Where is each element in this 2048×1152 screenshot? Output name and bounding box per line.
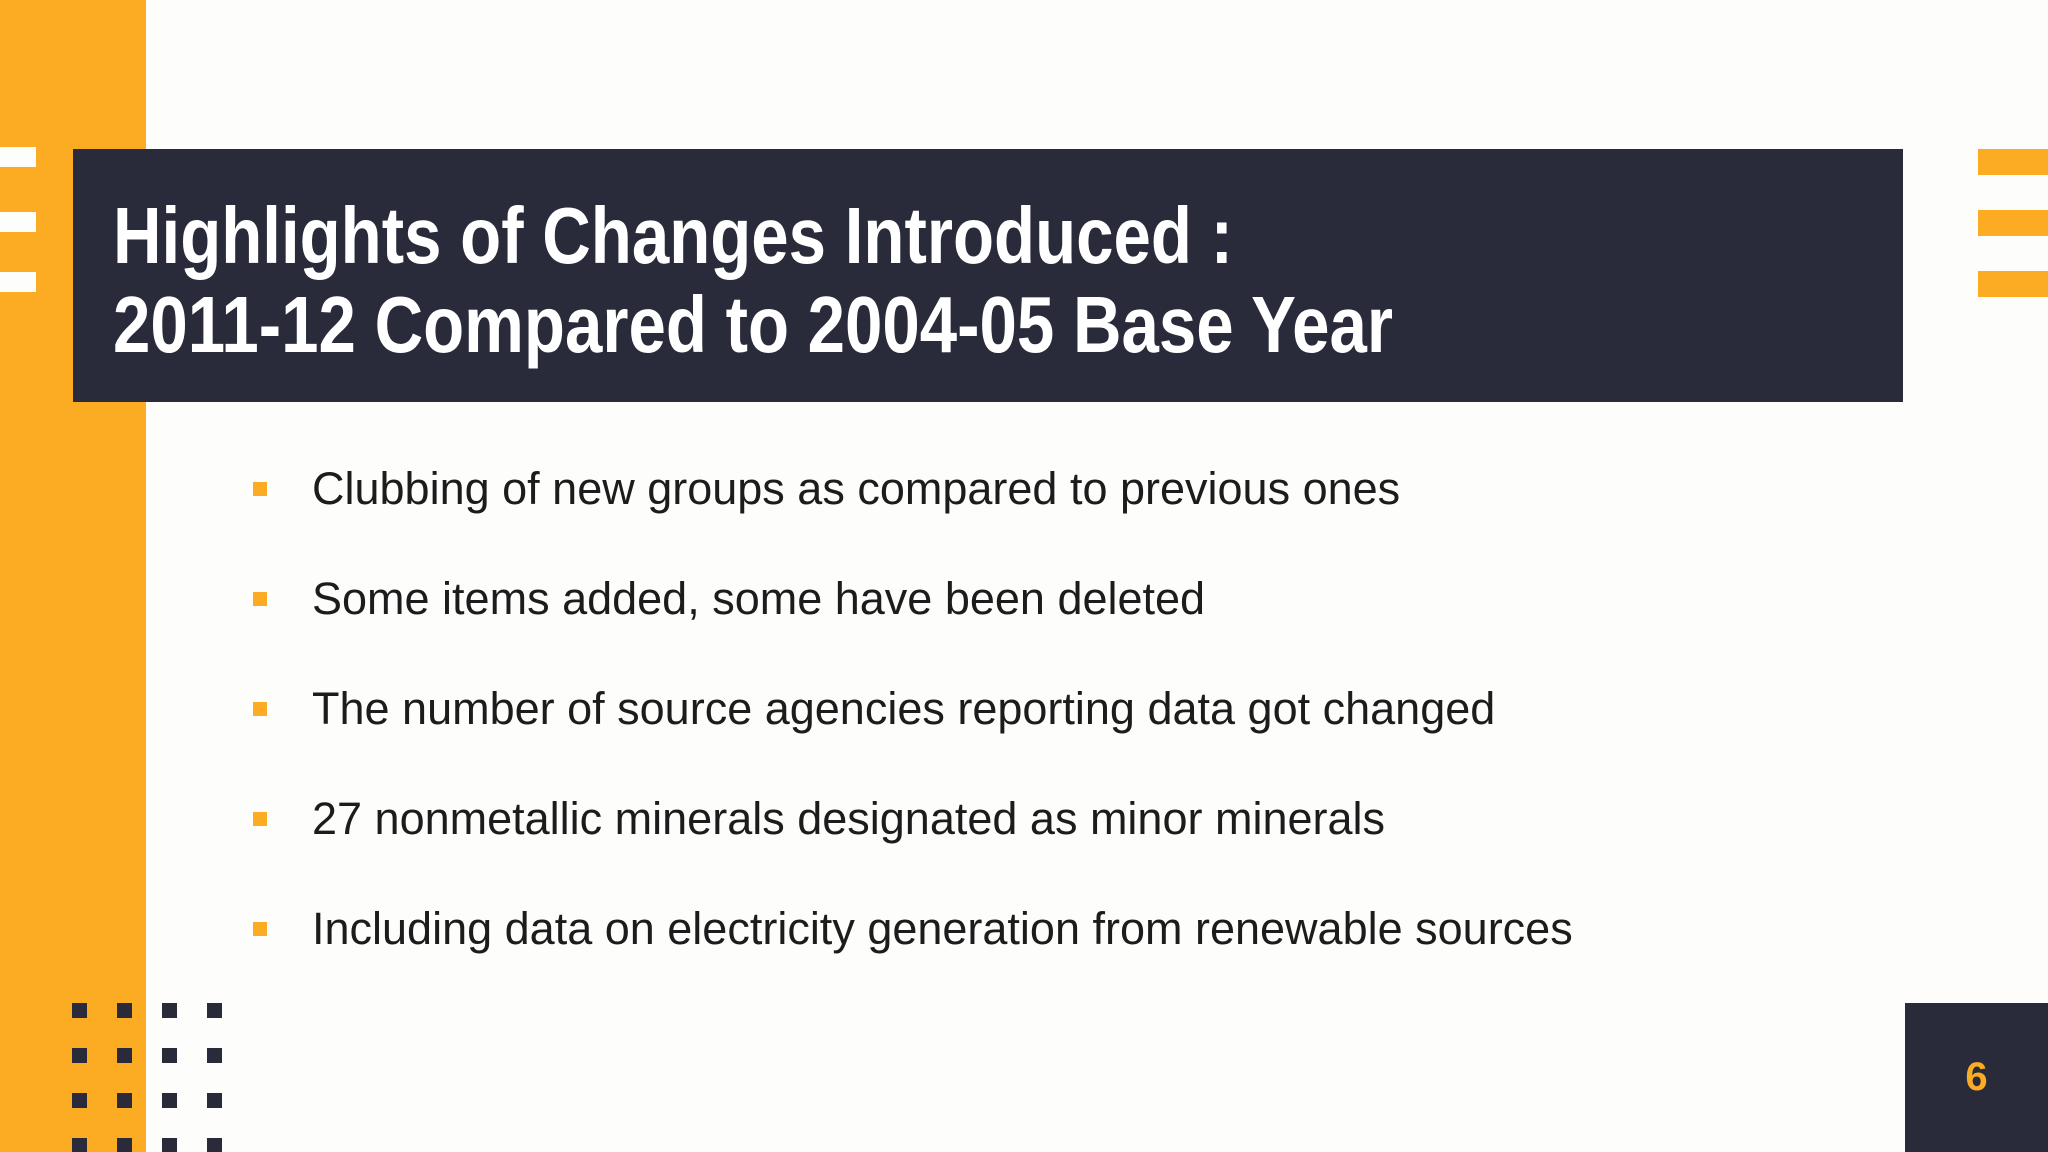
slide-title-line1: Highlights of Changes Introduced : <box>113 191 1233 280</box>
grid-dot <box>162 1003 177 1018</box>
bullet-square-icon <box>253 592 267 606</box>
page-number-box: 6 <box>1905 1003 2048 1152</box>
list-item: The number of source agencies reporting … <box>253 654 1573 764</box>
grid-dot <box>72 1093 87 1108</box>
bullet-square-icon <box>253 812 267 826</box>
grid-dot <box>72 1138 87 1152</box>
bullet-list: Clubbing of new groups as compared to pr… <box>253 434 1573 984</box>
page-number: 6 <box>1965 1055 1988 1099</box>
left-white-dash <box>0 272 36 292</box>
bullet-square-icon <box>253 482 267 496</box>
grid-dot <box>207 1003 222 1018</box>
bullet-text: The number of source agencies reporting … <box>312 683 1496 734</box>
dot-grid <box>72 1003 222 1152</box>
bullet-square-icon <box>253 922 267 936</box>
grid-dot <box>207 1093 222 1108</box>
grid-dot <box>162 1093 177 1108</box>
grid-dot <box>207 1138 222 1152</box>
grid-dot <box>117 1048 132 1063</box>
grid-dot <box>72 1003 87 1018</box>
grid-dot <box>162 1048 177 1063</box>
bullet-text: 27 nonmetallic minerals designated as mi… <box>312 793 1386 844</box>
bullet-square-icon <box>253 702 267 716</box>
right-accent-bar <box>1978 210 2048 236</box>
title-box: Highlights of Changes Introduced : 2011-… <box>73 149 1903 402</box>
grid-dot <box>117 1138 132 1152</box>
grid-dot <box>72 1048 87 1063</box>
grid-dot <box>117 1003 132 1018</box>
bullet-text: Clubbing of new groups as compared to pr… <box>312 463 1401 514</box>
left-white-dash <box>0 212 36 232</box>
right-accent-bar <box>1978 271 2048 297</box>
grid-dot <box>207 1048 222 1063</box>
bullet-text: Some items added, some have been deleted <box>312 573 1206 624</box>
list-item: Including data on electricity generation… <box>253 874 1573 984</box>
grid-dot <box>117 1093 132 1108</box>
right-accent-bar <box>1978 149 2048 175</box>
list-item: Some items added, some have been deleted <box>253 544 1573 654</box>
grid-dot <box>162 1138 177 1152</box>
bullet-text: Including data on electricity generation… <box>312 903 1573 954</box>
slide-title-line2: 2011-12 Compared to 2004-05 Base Year <box>113 280 1394 369</box>
list-item: Clubbing of new groups as compared to pr… <box>253 434 1573 544</box>
slide-title: Highlights of Changes Introduced : 2011-… <box>113 191 1393 369</box>
left-white-dash <box>0 147 36 167</box>
list-item: 27 nonmetallic minerals designated as mi… <box>253 764 1573 874</box>
